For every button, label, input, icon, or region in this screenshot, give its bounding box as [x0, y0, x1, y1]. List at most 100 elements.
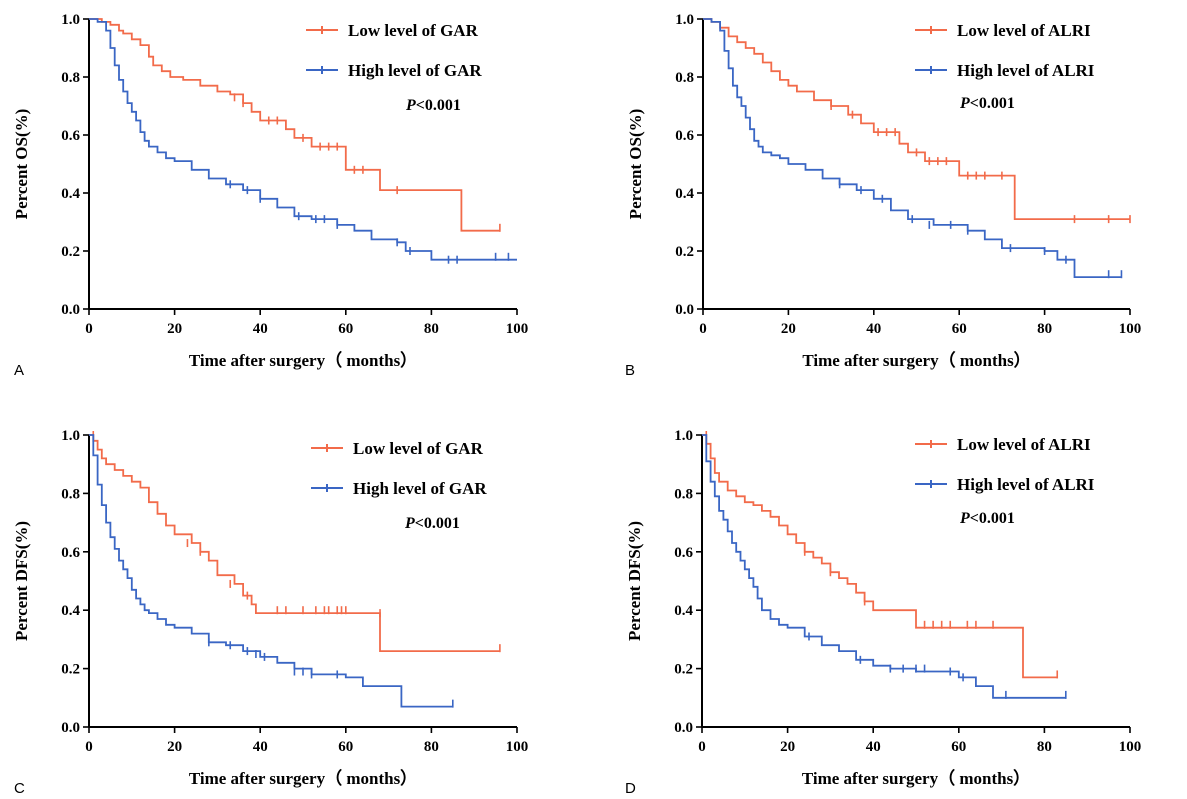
x-tick-label: 60 — [338, 739, 353, 755]
y-tick-label: 0.0 — [61, 302, 80, 318]
y-tick-label: 1.0 — [675, 12, 694, 28]
legend-label: Low level of GAR — [353, 439, 484, 458]
y-axis-title: Percent DFS(%) — [625, 521, 644, 641]
y-tick-label: 0.8 — [674, 486, 693, 502]
series-low — [89, 18, 501, 232]
series-high — [703, 18, 1123, 279]
p-symbol: P — [405, 97, 416, 114]
legend-entry-low: Low level of ALRI — [915, 435, 1091, 454]
x-axis-title: Time after surgery（ months） — [189, 768, 417, 788]
x-tick-label: 80 — [424, 739, 439, 755]
x-tick-label: 60 — [951, 739, 966, 755]
x-tick-label: 20 — [167, 739, 182, 755]
x-tick-label: 40 — [253, 321, 268, 337]
survival-curve — [703, 18, 1130, 220]
p-value: P<0.001 — [959, 95, 1015, 112]
x-tick-label: 20 — [781, 321, 796, 337]
y-tick-label: 0.6 — [61, 545, 80, 561]
legend-entry-low: Low level of GAR — [306, 21, 479, 40]
x-tick-label: 20 — [780, 739, 795, 755]
x-tick-label: 100 — [1119, 321, 1142, 337]
panel-c: 0 20 40 60 80 100 0.0 0.2 0.4 0.6 0.8 1.0 Time after… — [12, 428, 528, 797]
x-tick-label: 40 — [866, 321, 881, 337]
y-tick-label: 0.4 — [61, 603, 80, 619]
x-tick-label: 0 — [85, 321, 93, 337]
x-tick-label: 80 — [1037, 739, 1052, 755]
x-tick-label: 0 — [698, 739, 706, 755]
legend-label: High level of ALRI — [957, 61, 1095, 80]
y-tick-label: 0.0 — [674, 720, 693, 736]
series-high — [89, 434, 454, 708]
series-low — [703, 18, 1131, 224]
p-symbol: P — [959, 95, 970, 112]
p-value-text: <0.001 — [415, 515, 460, 532]
legend-entry-high: High level of GAR — [311, 479, 487, 498]
panel-letter: B — [625, 362, 635, 379]
panel-letter: A — [14, 362, 24, 379]
y-tick-label: 0.6 — [675, 128, 694, 144]
x-tick-label: 20 — [167, 321, 182, 337]
legend-label: High level of GAR — [353, 479, 487, 498]
x-tick-label: 60 — [952, 321, 967, 337]
p-symbol: P — [959, 510, 970, 527]
panel-a: 0 20 40 60 80 100 0.0 0.2 0.4 0.6 0.8 1.0 Time after… — [12, 12, 528, 379]
y-tick-label: 0.8 — [675, 70, 694, 86]
y-tick-label: 0.2 — [61, 662, 80, 678]
series-low — [702, 431, 1059, 679]
x-tick-label: 0 — [699, 321, 707, 337]
x-tick-label: 100 — [506, 739, 529, 755]
p-value: P<0.001 — [959, 510, 1015, 527]
survival-curve — [89, 434, 453, 708]
x-tick-label: 100 — [506, 321, 529, 337]
y-tick-label: 0.0 — [675, 302, 694, 318]
x-tick-label: 80 — [424, 321, 439, 337]
x-tick-label: 80 — [1037, 321, 1052, 337]
legend-entry-high: High level of ALRI — [915, 475, 1095, 494]
y-tick-label: 0.4 — [674, 603, 693, 619]
x-tick-label: 40 — [253, 739, 268, 755]
y-tick-label: 0.4 — [675, 186, 694, 202]
p-value-text: <0.001 — [416, 97, 461, 114]
legend-label: Low level of ALRI — [957, 435, 1091, 454]
legend-entry-low: Low level of ALRI — [915, 21, 1091, 40]
survival-curve — [703, 18, 1122, 278]
p-value-text: <0.001 — [970, 95, 1015, 112]
y-tick-label: 0.2 — [675, 244, 694, 260]
survival-curve — [89, 18, 517, 261]
panel-letter: D — [625, 780, 636, 797]
x-tick-label: 40 — [866, 739, 881, 755]
y-tick-label: 0.0 — [61, 720, 80, 736]
p-symbol: P — [404, 515, 415, 532]
survival-curve — [702, 434, 1058, 679]
panel-letter: C — [14, 780, 25, 797]
y-tick-label: 1.0 — [61, 12, 80, 28]
series-low — [89, 431, 501, 653]
x-axis-title: Time after surgery（ months） — [802, 350, 1030, 370]
x-axis-title: Time after surgery（ months） — [802, 768, 1030, 788]
p-value-text: <0.001 — [970, 510, 1015, 527]
x-tick-label: 60 — [338, 321, 353, 337]
y-tick-label: 0.8 — [61, 70, 80, 86]
legend-entry-high: High level of ALRI — [915, 61, 1095, 80]
legend-entry-low: Low level of GAR — [311, 439, 484, 458]
x-axis-title: Time after surgery（ months） — [189, 350, 417, 370]
legend-label: Low level of GAR — [348, 21, 479, 40]
y-tick-label: 0.4 — [61, 186, 80, 202]
panel-b: 0 20 40 60 80 100 0.0 0.2 0.4 0.6 0.8 1.0 Time after… — [625, 12, 1141, 379]
survival-curve — [89, 434, 500, 652]
legend-label: High level of GAR — [348, 61, 482, 80]
legend-entry-high: High level of GAR — [306, 61, 482, 80]
survival-curve — [89, 18, 500, 232]
p-value: P<0.001 — [404, 515, 460, 532]
panel-d: 0 20 40 60 80 100 0.0 0.2 0.4 0.6 0.8 1.0 Time after… — [625, 428, 1141, 797]
y-tick-label: 0.2 — [674, 662, 693, 678]
series-high — [702, 434, 1067, 699]
y-axis-title: Percent OS(%) — [626, 109, 645, 220]
x-tick-label: 0 — [85, 739, 93, 755]
y-tick-label: 1.0 — [674, 428, 693, 444]
legend-label: High level of ALRI — [957, 475, 1095, 494]
p-value: P<0.001 — [405, 97, 461, 114]
y-tick-label: 0.6 — [61, 128, 80, 144]
y-axis-title: Percent DFS(%) — [12, 521, 31, 641]
